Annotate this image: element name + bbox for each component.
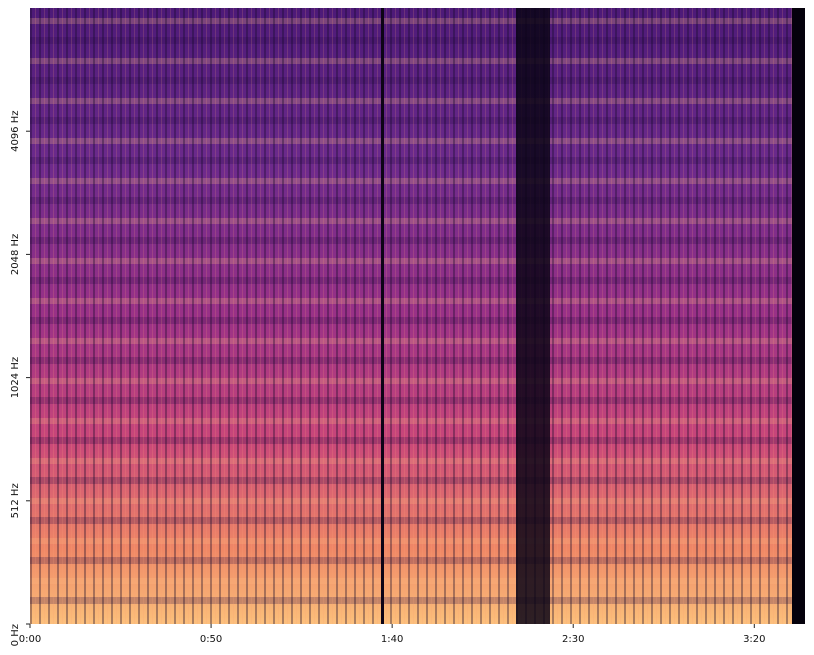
y-tick-label: 2048 Hz: [10, 234, 21, 275]
y-tick-label: 512 Hz: [10, 483, 21, 518]
x-tick-label: 0:00: [19, 634, 41, 645]
x-tick-label: 0:50: [200, 634, 222, 645]
x-tick-label: 3:20: [743, 634, 765, 645]
y-tick-label: 1024 Hz: [10, 357, 21, 398]
y-tick-label: 4096 Hz: [10, 110, 21, 151]
spectrogram-image: [30, 8, 805, 624]
y-tick-label: 0 Hz: [10, 624, 21, 646]
x-tick-label: 1:40: [381, 634, 403, 645]
x-tick-label: 2:30: [562, 634, 584, 645]
